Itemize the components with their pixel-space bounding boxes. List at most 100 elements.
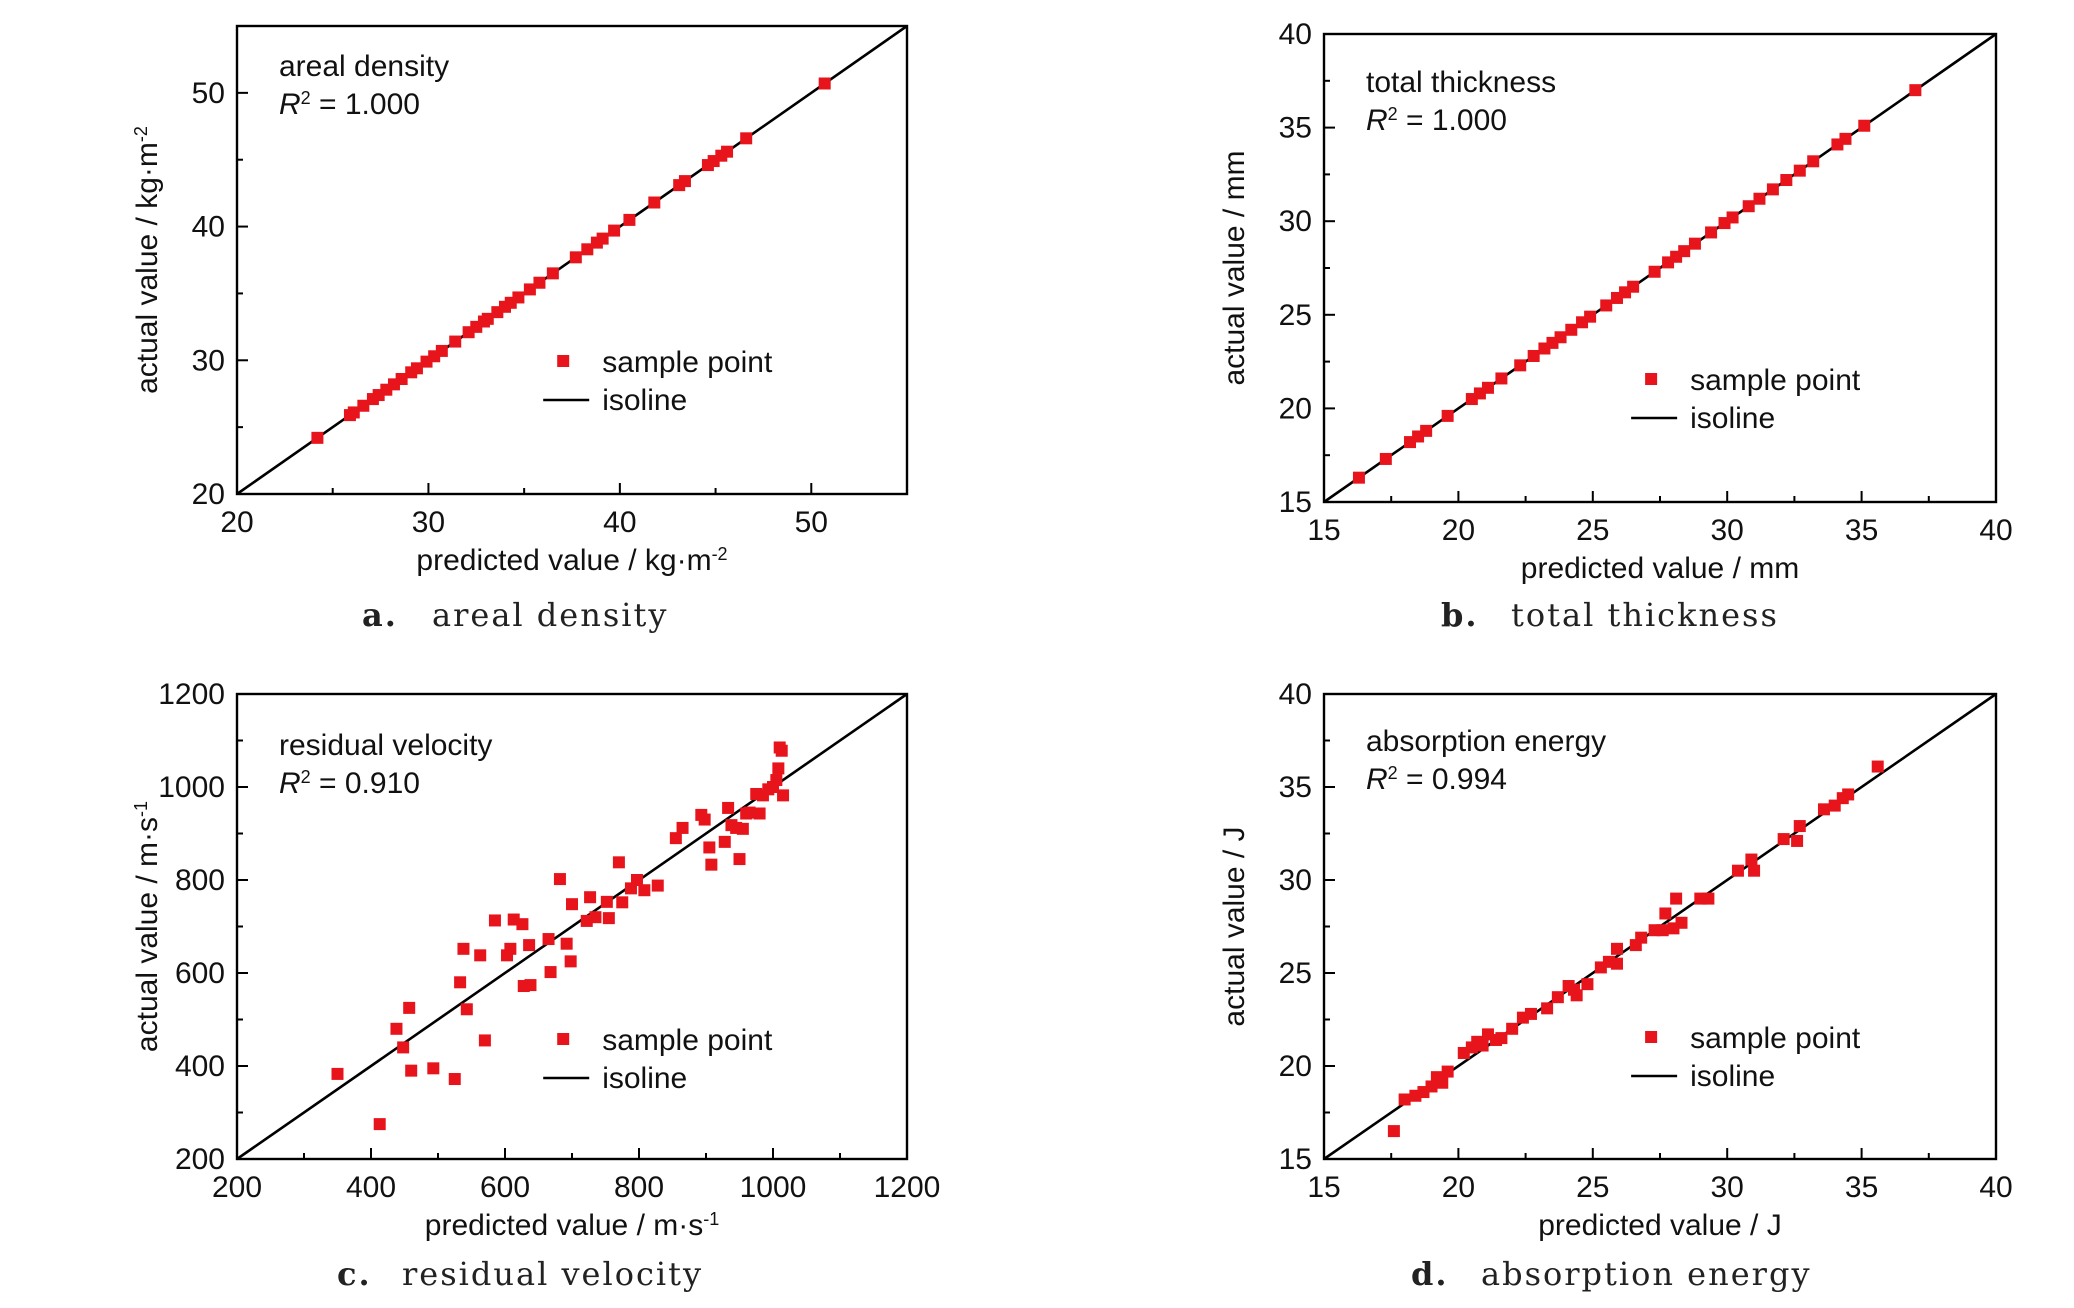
x-tick-label: 1200 bbox=[874, 1171, 941, 1204]
y-tick-label: 1000 bbox=[158, 771, 225, 804]
sample-point bbox=[1777, 833, 1790, 846]
sample-point bbox=[721, 145, 734, 158]
panel-caption: a. areal density bbox=[362, 596, 668, 634]
sample-point bbox=[373, 1118, 386, 1131]
sample-point bbox=[722, 801, 735, 814]
sample-point bbox=[1871, 760, 1884, 773]
sample-point bbox=[1839, 132, 1852, 145]
sample-point bbox=[1387, 1125, 1400, 1138]
sample-point bbox=[589, 911, 602, 924]
legend-sample-label: sample point bbox=[602, 346, 773, 379]
y-tick-label: 35 bbox=[1279, 112, 1312, 145]
x-tick-label: 15 bbox=[1307, 514, 1340, 547]
sample-point bbox=[1842, 788, 1855, 801]
x-tick-label: 35 bbox=[1845, 514, 1878, 547]
plot-frame bbox=[235, 24, 909, 496]
sample-point bbox=[581, 243, 594, 256]
legend-sample-marker bbox=[1645, 1031, 1658, 1043]
sample-point bbox=[410, 362, 423, 375]
sample-point bbox=[1476, 1039, 1489, 1052]
sample-point bbox=[1570, 989, 1583, 1002]
sample-point bbox=[736, 822, 749, 835]
y-tick-label: 1200 bbox=[158, 678, 225, 711]
sample-point bbox=[676, 821, 689, 834]
sample-point bbox=[1352, 471, 1365, 484]
annotation-title: absorption energy bbox=[1366, 725, 1606, 758]
caption-text: residual velocity bbox=[402, 1255, 703, 1293]
x-tick-label: 40 bbox=[1979, 1171, 2012, 1204]
x-tick-label: 30 bbox=[1711, 1171, 1744, 1204]
sample-point bbox=[651, 879, 664, 892]
sample-point bbox=[1793, 820, 1806, 833]
sample-points bbox=[311, 77, 831, 444]
sample-point bbox=[481, 312, 494, 325]
x-tick-label: 200 bbox=[212, 1171, 262, 1204]
y-tick-label: 600 bbox=[175, 957, 225, 990]
caption-letter: a. bbox=[362, 596, 398, 634]
sample-point bbox=[703, 841, 716, 854]
sample-point bbox=[733, 853, 746, 866]
sample-point bbox=[524, 979, 537, 992]
sample-point bbox=[705, 858, 718, 871]
sample-point bbox=[478, 1034, 491, 1047]
legend: sample point isoline bbox=[1631, 364, 1861, 435]
legend-sample-label: sample point bbox=[1690, 1022, 1861, 1055]
annotation-title: areal density bbox=[279, 50, 449, 83]
x-axis-title-exponent: -1 bbox=[703, 1209, 719, 1229]
y-tick-label: 40 bbox=[1279, 18, 1312, 51]
caption-text: areal density bbox=[432, 596, 668, 634]
legend-sample-label: sample point bbox=[602, 1024, 773, 1057]
sample-point bbox=[818, 77, 831, 90]
chart-panel-2: 15 20 25 30 35 40 15 20 25 30 35 40 predicted value … bbox=[1218, 18, 2013, 634]
r-squared: R2 = 0.994 bbox=[1366, 763, 1507, 796]
annotation-title: total thickness bbox=[1366, 66, 1556, 99]
sample-point bbox=[1635, 931, 1648, 944]
y-tick-label: 400 bbox=[175, 1050, 225, 1083]
sample-point bbox=[602, 912, 615, 925]
sample-point bbox=[1745, 853, 1758, 866]
sample-point bbox=[397, 1041, 410, 1054]
x-tick-label: 1000 bbox=[740, 1171, 807, 1204]
sample-points bbox=[331, 741, 790, 1131]
sample-point bbox=[449, 335, 462, 348]
legend-sample-marker bbox=[557, 1033, 570, 1045]
sample-point bbox=[1702, 892, 1715, 905]
sample-point bbox=[608, 224, 621, 237]
r-squared: R2 = 1.000 bbox=[279, 88, 420, 121]
sample-points bbox=[1387, 760, 1884, 1138]
sample-point bbox=[1584, 310, 1597, 323]
x-tick-label: 20 bbox=[1442, 1171, 1475, 1204]
y-axis-title-exponent: -1 bbox=[131, 801, 151, 817]
sample-point bbox=[1398, 1093, 1411, 1106]
x-tick-label: 600 bbox=[480, 1171, 530, 1204]
x-tick-label: 800 bbox=[614, 1171, 664, 1204]
x-tick-label: 15 bbox=[1307, 1171, 1340, 1204]
isoline bbox=[236, 692, 908, 1161]
y-axis-title: actual value / mm bbox=[1218, 150, 1251, 385]
sample-point bbox=[1670, 892, 1683, 905]
y-tick-label: 800 bbox=[175, 864, 225, 897]
sample-point bbox=[311, 431, 324, 444]
chart-panel-1: 20 30 40 50 20 30 40 50 predicted value / kg·m-2… bbox=[131, 24, 909, 634]
sample-point bbox=[1554, 331, 1567, 344]
caption-letter: d. bbox=[1411, 1255, 1449, 1293]
sample-point bbox=[1551, 991, 1564, 1004]
sample-point bbox=[1541, 1002, 1554, 1015]
sample-point bbox=[600, 895, 613, 908]
sample-point bbox=[740, 132, 753, 145]
sample-point bbox=[395, 373, 408, 386]
panel-caption: b. total thickness bbox=[1441, 596, 1777, 634]
sample-point bbox=[405, 1064, 418, 1077]
sample-point bbox=[1441, 1065, 1454, 1078]
sample-point bbox=[512, 291, 525, 304]
sample-point bbox=[1610, 957, 1623, 970]
y-tick-label: 50 bbox=[192, 77, 225, 110]
sample-point bbox=[566, 898, 578, 911]
sample-point bbox=[569, 251, 582, 264]
sample-point bbox=[1506, 1022, 1519, 1035]
sample-point bbox=[1766, 183, 1779, 196]
y-tick-label: 40 bbox=[1279, 678, 1312, 711]
y-tick-label: 20 bbox=[192, 478, 225, 511]
sample-point bbox=[504, 942, 517, 955]
